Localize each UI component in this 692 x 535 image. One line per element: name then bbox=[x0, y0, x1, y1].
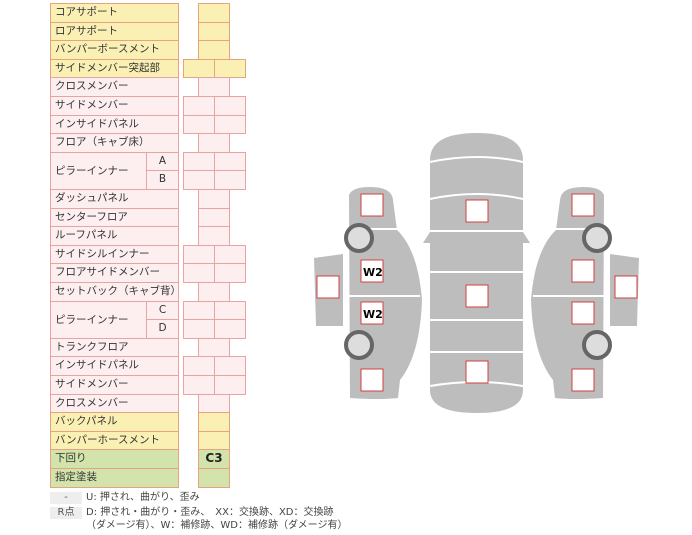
legend-text-d: D: 押され・曲がり・歪み、 XX：交換跡、XD：交換跡 bbox=[86, 507, 334, 518]
row-label: フロアサイドメンバー bbox=[50, 263, 179, 283]
panel-marker-left-panel bbox=[316, 275, 340, 299]
row-label: サイドメンバー突起部 bbox=[50, 58, 179, 79]
value-cell[interactable] bbox=[198, 468, 230, 488]
row-label: クロスメンバー bbox=[50, 77, 179, 97]
wheel-icon bbox=[344, 330, 374, 360]
row-label: バックパネル bbox=[50, 412, 179, 432]
panel-marker-right-rear-door bbox=[571, 301, 595, 325]
row-label: センターフロア bbox=[50, 207, 179, 228]
row-label: クロスメンバー bbox=[50, 393, 179, 414]
panel-marker-left-front-door bbox=[360, 259, 384, 283]
damage-mark: W2 bbox=[363, 266, 383, 279]
legend-text-w: （ダメージ有）、W：補修跡、WD：補修跡（ダメージ有） bbox=[86, 520, 348, 531]
panel-marker-right-rear bbox=[571, 368, 595, 392]
panel-marker-right-panel bbox=[614, 275, 638, 299]
panel-marker-trunk bbox=[465, 360, 489, 384]
panel-marker-left-front bbox=[360, 193, 384, 217]
panel-marker-left-rear bbox=[360, 368, 384, 392]
legend-key-r: R点 bbox=[50, 507, 82, 519]
row-sublabel: C bbox=[146, 300, 179, 321]
row-label: 指定塗装 bbox=[50, 468, 179, 488]
row-label: インサイドパネル bbox=[50, 114, 179, 135]
value-cell[interactable] bbox=[214, 58, 246, 79]
row-label: バンパーホースメント bbox=[50, 430, 179, 451]
row-label: フロア（キャブ床） bbox=[50, 133, 179, 153]
value-cell[interactable] bbox=[214, 319, 246, 339]
damage-mark: W2 bbox=[363, 308, 383, 321]
value-cell[interactable] bbox=[214, 114, 246, 135]
car-left-side bbox=[349, 187, 422, 399]
row-label: サイドメンバー bbox=[50, 96, 179, 116]
wheel-icon bbox=[582, 223, 612, 253]
row-label: サイドシルインナー bbox=[50, 244, 179, 265]
panel-marker-left-rear-door bbox=[360, 301, 384, 325]
legend-key-dash: - bbox=[50, 492, 82, 504]
car-right-side bbox=[531, 187, 604, 399]
legend-text-u: U: 押され、曲がり、歪み bbox=[86, 492, 200, 503]
row-label: ピラーインナー bbox=[50, 300, 147, 339]
row-label: バンパーボースメント bbox=[50, 40, 179, 60]
row-sublabel: A bbox=[146, 151, 179, 172]
panel-marker-right-front-door bbox=[571, 259, 595, 283]
panel-marker-right-front bbox=[571, 193, 595, 217]
value-cell[interactable] bbox=[214, 263, 246, 283]
panel-marker-roof-front bbox=[465, 199, 489, 223]
wheel-icon bbox=[582, 330, 612, 360]
value-cell[interactable]: C3 bbox=[198, 449, 230, 469]
value-cell[interactable] bbox=[214, 375, 246, 395]
wheel-icon bbox=[344, 223, 374, 253]
panel-marker-roof bbox=[465, 284, 489, 308]
row-label: ピラーインナー bbox=[50, 151, 147, 190]
value-cell[interactable] bbox=[214, 170, 246, 190]
